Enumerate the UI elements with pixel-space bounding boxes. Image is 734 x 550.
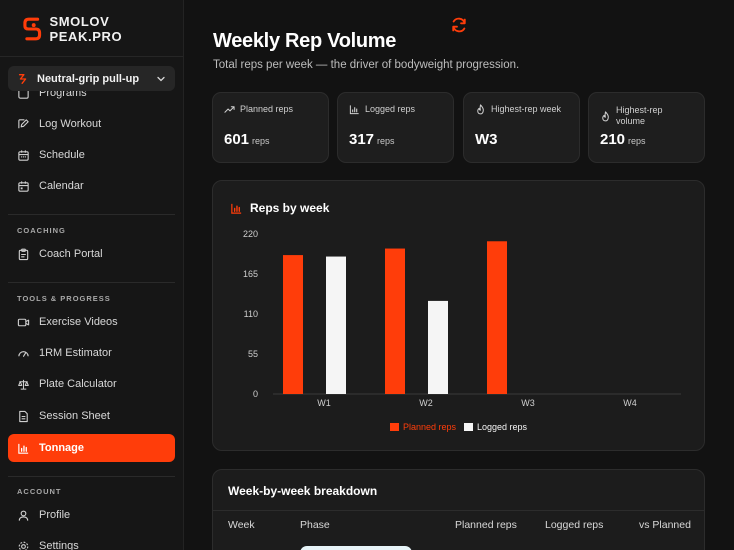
y-tick-label: 0 — [253, 389, 258, 399]
legend-label: Planned reps — [402, 422, 456, 432]
bar-chart-icon — [349, 105, 359, 115]
sidebar-item-calendar[interactable]: Calendar — [8, 172, 175, 200]
stat-value: 317 — [349, 131, 375, 148]
sidebar-item-exercise-videos[interactable]: Exercise Videos — [8, 308, 175, 336]
breakdown-table-card: Week-by-week breakdown Week Phase Planne… — [212, 469, 705, 550]
page-subtitle: Total reps per week — the driver of body… — [213, 59, 520, 71]
trend-icon — [224, 106, 235, 113]
page-title: Weekly Rep Volume — [213, 30, 397, 52]
bar-logged-w1 — [326, 256, 346, 394]
divider — [8, 214, 175, 215]
sidebar-item-tonnage[interactable]: Tonnage — [8, 434, 175, 462]
sidebar-item-1rm-estimator[interactable]: 1RM Estimator — [8, 339, 175, 367]
stat-label: Highest-rep week — [491, 104, 562, 114]
section-label-tools: TOOLS & PROGRESS — [17, 294, 111, 303]
sidebar-item-schedule[interactable]: Schedule — [8, 141, 175, 169]
column-header-planned-reps: Planned reps — [455, 519, 517, 531]
reps-by-week-chart: 220 165 110 55 0 W1 W2 W3 W4 — [243, 229, 681, 408]
bar-planned-w3 — [487, 241, 507, 394]
bar-chart-icon — [18, 443, 29, 454]
stat-value: 601 — [224, 131, 250, 148]
exercise-select-value: Neutral-grip pull-up — [37, 72, 140, 85]
legend-swatch — [464, 423, 473, 431]
column-header-logged-reps: Logged reps — [545, 519, 604, 531]
sheet-icon — [19, 410, 28, 422]
flame-icon — [477, 104, 484, 115]
divider — [8, 476, 175, 477]
video-icon — [17, 318, 30, 326]
y-tick-label: 110 — [244, 309, 258, 319]
sidebar-item-log-workout[interactable]: Log Workout — [8, 110, 175, 138]
sidebar-item-plate-calculator[interactable]: Plate Calculator — [8, 370, 175, 398]
phase-badge — [300, 546, 412, 550]
stat-unit: reps — [628, 136, 646, 146]
bar-chart-icon — [231, 203, 242, 214]
calendar-icon — [18, 180, 29, 192]
scale-icon — [18, 379, 29, 390]
flame-icon — [602, 110, 609, 121]
stat-value: W3 — [475, 131, 498, 148]
y-tick-label: 220 — [243, 229, 258, 239]
divider — [213, 510, 704, 511]
y-tick-label: 165 — [243, 269, 258, 279]
sidebar-item-coach-portal[interactable]: Coach Portal — [8, 240, 175, 268]
x-tick-label: W4 — [623, 398, 637, 408]
column-header-week: Week — [228, 519, 255, 531]
user-icon — [18, 510, 29, 521]
legend-item[interactable]: Planned reps — [389, 422, 456, 432]
x-tick-label: W2 — [419, 398, 433, 408]
bar-planned-w2 — [385, 248, 405, 394]
stat-card-planned-reps: Planned reps 601 reps — [212, 92, 329, 163]
clipboard-icon — [18, 248, 29, 260]
logo-icon — [23, 17, 42, 41]
stat-label: Logged reps — [365, 104, 416, 114]
brand-logo[interactable]: SMOLOV PEAK.PRO — [22, 14, 183, 44]
divider — [8, 282, 175, 283]
gear-icon — [18, 541, 29, 550]
chart-legend: Planned reps Logged reps — [213, 422, 704, 432]
exercise-select[interactable]: Neutral-grip pull-up — [8, 66, 175, 91]
chart-card: Reps by week 220 165 110 55 0 W1 W2 W3 W4 Planne… — [212, 180, 705, 451]
bar-logged-w2 — [428, 300, 448, 394]
table-title: Week-by-week breakdown — [228, 484, 378, 498]
stat-label: Planned reps — [240, 104, 294, 114]
x-tick-label: W1 — [317, 398, 331, 408]
stat-card-logged-reps: Logged reps 317 reps — [337, 92, 454, 163]
stat-unit: reps — [252, 136, 270, 146]
stat-card-highest-rep-week: Highest-rep week W3 — [463, 92, 580, 163]
column-header-phase: Phase — [300, 519, 330, 531]
legend-label: Logged reps — [477, 422, 528, 432]
log-icon — [18, 118, 29, 128]
divider — [0, 56, 183, 57]
sidebar-item-settings[interactable]: Settings — [8, 532, 175, 550]
chart-title: Reps by week — [250, 201, 330, 215]
exercise-icon — [18, 73, 27, 84]
gauge-icon — [18, 350, 29, 357]
bar-planned-w1 — [283, 255, 303, 394]
stat-unit: reps — [377, 136, 395, 146]
legend-swatch — [389, 423, 399, 431]
brand-name: SMOLOV PEAK.PRO — [49, 14, 123, 44]
stat-label: Highest-rep volume — [616, 105, 663, 126]
section-label-account: ACCOUNT — [17, 487, 62, 496]
section-label-coaching: COACHING — [17, 226, 66, 235]
refresh-icon[interactable] — [450, 16, 468, 34]
schedule-icon — [18, 149, 29, 161]
stat-value: 210 — [600, 131, 626, 148]
sidebar-item-session-sheet[interactable]: Session Sheet — [8, 402, 175, 430]
sidebar: SMOLOV PEAK.PRO Programs Neutral-grip pu… — [0, 0, 184, 550]
stat-card-highest-rep-volume: Highest-rep volume 210 reps — [588, 92, 705, 163]
y-tick-label: 55 — [248, 349, 258, 359]
sidebar-item-profile[interactable]: Profile — [8, 501, 175, 529]
x-tick-label: W3 — [521, 398, 535, 408]
legend-item[interactable]: Logged reps — [464, 422, 527, 432]
chevron-down-icon — [157, 76, 165, 81]
column-header-vs-planned: vs Planned — [639, 519, 691, 531]
